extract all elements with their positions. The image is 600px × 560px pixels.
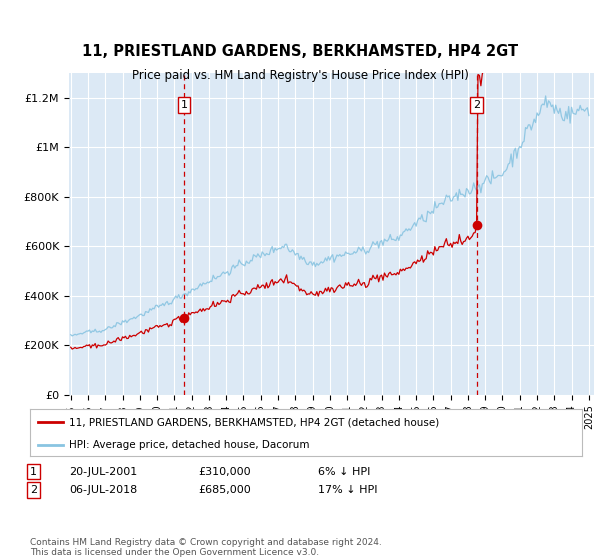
Text: 2: 2 xyxy=(30,485,37,495)
Text: 2: 2 xyxy=(473,100,481,110)
Text: HPI: Average price, detached house, Dacorum: HPI: Average price, detached house, Daco… xyxy=(68,440,309,450)
Text: £310,000: £310,000 xyxy=(198,466,251,477)
Text: 11, PRIESTLAND GARDENS, BERKHAMSTED, HP4 2GT: 11, PRIESTLAND GARDENS, BERKHAMSTED, HP4… xyxy=(82,44,518,59)
Text: Price paid vs. HM Land Registry's House Price Index (HPI): Price paid vs. HM Land Registry's House … xyxy=(131,69,469,82)
Text: 06-JUL-2018: 06-JUL-2018 xyxy=(69,485,137,495)
Text: 20-JUL-2001: 20-JUL-2001 xyxy=(69,466,137,477)
Text: 1: 1 xyxy=(181,100,187,110)
Text: 6% ↓ HPI: 6% ↓ HPI xyxy=(318,466,370,477)
Text: £685,000: £685,000 xyxy=(198,485,251,495)
Text: 17% ↓ HPI: 17% ↓ HPI xyxy=(318,485,377,495)
Text: Contains HM Land Registry data © Crown copyright and database right 2024.
This d: Contains HM Land Registry data © Crown c… xyxy=(30,538,382,557)
Text: 11, PRIESTLAND GARDENS, BERKHAMSTED, HP4 2GT (detached house): 11, PRIESTLAND GARDENS, BERKHAMSTED, HP4… xyxy=(68,417,439,427)
Text: 1: 1 xyxy=(30,466,37,477)
